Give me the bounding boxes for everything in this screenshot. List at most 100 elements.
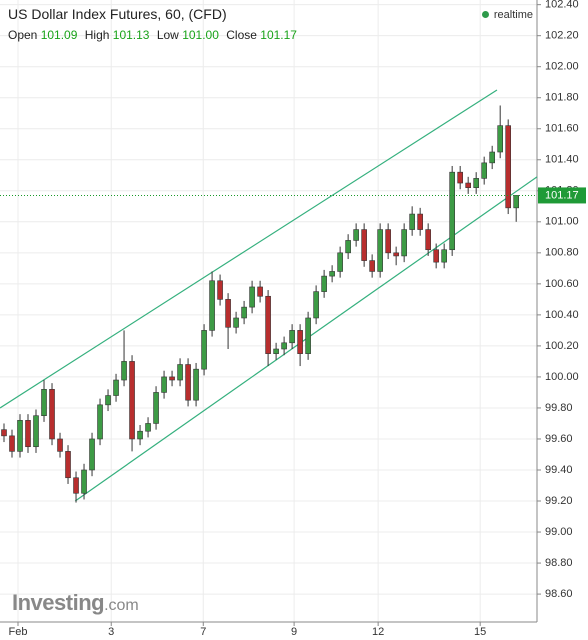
candle-body xyxy=(73,477,79,494)
candle-body xyxy=(41,389,47,417)
y-tick-label: 100.60 xyxy=(545,278,579,290)
candle-body xyxy=(321,275,327,292)
candle-body xyxy=(393,252,399,257)
candle-body xyxy=(225,299,231,328)
candle-body xyxy=(49,389,55,440)
legend-key: Close xyxy=(226,28,257,42)
y-tick-label: 101.60 xyxy=(545,123,579,135)
candle-body xyxy=(209,280,215,331)
y-tick-label: 100.20 xyxy=(545,340,579,352)
y-tick-label: 100.80 xyxy=(545,247,579,259)
candle-body xyxy=(65,451,71,479)
y-tick-label: 101.40 xyxy=(545,154,579,166)
legend-key: Low xyxy=(156,28,179,42)
candle-body xyxy=(409,213,415,230)
candle-body xyxy=(33,415,39,448)
candle-body xyxy=(337,252,343,272)
candle-body xyxy=(233,317,239,328)
candle-body xyxy=(329,271,335,277)
candle-body xyxy=(193,368,199,401)
candle-body xyxy=(273,348,279,354)
candle-body xyxy=(161,376,167,393)
candle-body xyxy=(57,438,63,452)
candle-body xyxy=(25,420,31,448)
chart-title: US Dollar Index Futures, 60, (CFD) xyxy=(8,6,227,22)
legend-value: 101.13 xyxy=(112,28,150,42)
y-tick-label: 102.20 xyxy=(545,30,579,42)
channel-line xyxy=(0,89,498,409)
y-tick-label: 99.20 xyxy=(545,495,573,507)
y-tick-label: 99.60 xyxy=(545,433,573,445)
candle-body xyxy=(505,125,511,209)
candle-body xyxy=(361,229,367,261)
y-tick-label: 102.00 xyxy=(545,61,579,73)
candle-body xyxy=(9,435,15,452)
candle-body xyxy=(457,171,463,184)
y-tick-label: 99.40 xyxy=(545,464,573,476)
candle-body xyxy=(137,430,143,440)
candle-body xyxy=(497,125,503,153)
candle-body xyxy=(305,317,311,354)
last-price-label: 101.17 xyxy=(545,189,579,201)
candle-body xyxy=(433,249,439,263)
candle-body xyxy=(289,330,295,344)
candle-body xyxy=(113,379,119,396)
y-tick-label: 102.40 xyxy=(545,0,579,11)
candle-body xyxy=(97,404,103,440)
candle-body xyxy=(481,162,487,179)
x-tick-label: 15 xyxy=(474,626,486,638)
candle-body xyxy=(345,240,351,254)
candle-body xyxy=(177,364,183,381)
candle-body xyxy=(81,469,87,494)
candle-body xyxy=(425,229,431,251)
candle-body xyxy=(17,420,23,452)
realtime-indicator: realtime xyxy=(482,9,533,21)
last-price-box xyxy=(538,187,586,204)
y-tick-label: 100.00 xyxy=(545,371,579,383)
legend-key: Open xyxy=(8,28,38,42)
candle-body xyxy=(385,229,391,254)
legend-value: 101.17 xyxy=(260,28,297,42)
watermark-brand: Investing xyxy=(12,590,105,615)
candle-body xyxy=(105,395,111,406)
candle-body xyxy=(265,295,271,354)
candle-body xyxy=(473,178,479,188)
x-tick-label: 3 xyxy=(108,626,114,638)
candle-body xyxy=(513,195,519,209)
candle-body xyxy=(417,213,423,230)
candle-body xyxy=(129,361,135,440)
x-tick-label: 12 xyxy=(372,626,384,638)
header: US Dollar Index Futures, 60, (CFD) Open … xyxy=(0,0,537,46)
candle-body xyxy=(465,182,471,188)
y-tick-label: 99.00 xyxy=(545,526,573,538)
candle-body xyxy=(153,392,159,424)
x-tick-label: 9 xyxy=(291,626,297,638)
candle-body xyxy=(297,330,303,354)
candle-body xyxy=(185,364,191,401)
legend-value: 101.09 xyxy=(40,28,78,42)
candle-body xyxy=(249,286,255,308)
y-tick-label: 101.00 xyxy=(545,216,579,228)
x-tick-label: 7 xyxy=(200,626,206,638)
candle-body xyxy=(369,260,375,272)
candle-body xyxy=(281,342,287,350)
candle-body xyxy=(449,171,455,251)
candle-body xyxy=(241,306,247,319)
y-tick-label: 98.80 xyxy=(545,557,573,569)
candle-body xyxy=(257,286,263,297)
watermark: Investing.com xyxy=(12,590,139,616)
x-tick-label: Feb xyxy=(9,626,28,638)
watermark-domain: .com xyxy=(104,597,139,614)
candle-body xyxy=(1,429,7,437)
y-tick-label: 100.40 xyxy=(545,309,579,321)
y-tick-label: 101.80 xyxy=(545,92,579,104)
ohlc-legend: Open 101.09 High 101.13 Low 101.00 Close… xyxy=(8,28,301,42)
candle-body xyxy=(313,291,319,319)
candle-body xyxy=(169,376,175,381)
candle-body xyxy=(145,423,151,432)
candle-body xyxy=(89,438,95,471)
legend-key: High xyxy=(84,28,110,42)
candle-body xyxy=(201,330,207,370)
